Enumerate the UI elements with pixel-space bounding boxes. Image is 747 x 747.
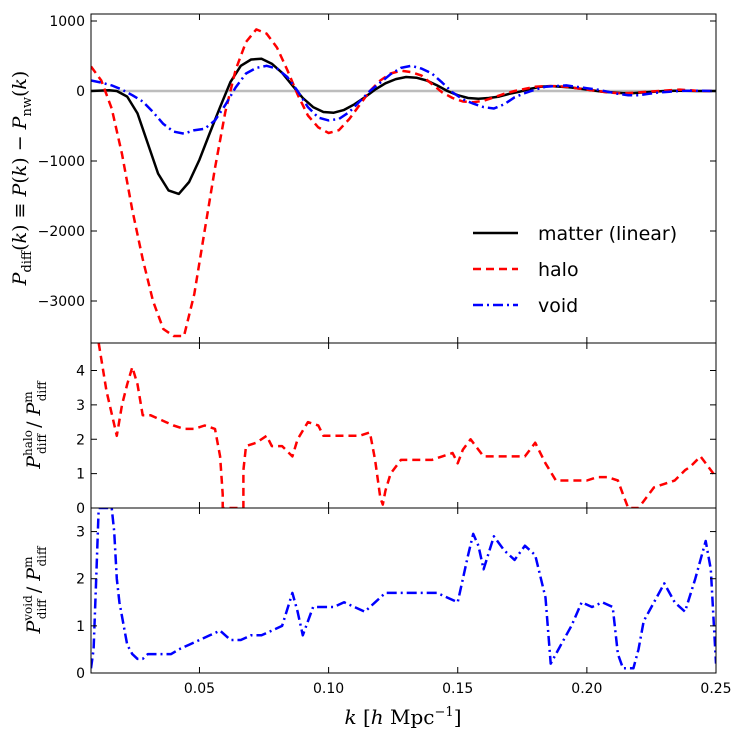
top-ylabel: Pdiff(k) ≡ P(k) − Pnw(k) [9,71,35,287]
y-tick-label: 0 [76,501,85,517]
series-line-halo-matter [97,343,716,508]
top-panel: 1000 0 −1000 −2000 −3000 Pdiff(k) ≡ P(k) − P… [9,13,717,344]
series-line-void [91,64,716,135]
y-tick-label: 3 [76,525,85,541]
y-tick-label: 1 [76,619,85,635]
x-tick-label: 0.20 [571,681,602,697]
y-tick-label: 2 [76,432,85,448]
bottom-panel-frame [90,507,717,674]
legend-label-void: void [538,295,578,317]
y-tick-label: 0 [76,84,85,100]
y-tick-label: 0 [76,666,85,682]
bottom-xlabel: k [h Mpc−1] [344,705,461,729]
middle-panel-frame [90,342,717,509]
y-tick-label: −3000 [38,294,85,310]
legend-label-halo: halo [538,259,579,281]
y-tick-label: 3 [76,398,85,414]
series-line-matter-linear [91,57,716,196]
legend: matter (linear) halo void [473,223,677,317]
middle-ylabel: Phalodiff / Pmdiff [21,380,49,470]
y-tick-label: −2000 [38,224,85,240]
middle-panel: 0 1 2 3 4 Phalodiff / Pmdiff [21,342,717,517]
y-tick-label: −1000 [38,154,85,170]
series-line-halo [91,28,716,338]
y-tick-label: 4 [76,364,85,380]
bottom-ylabel: Pvoiddiff / Pmdiff [21,545,49,635]
y-tick-label: 1000 [49,14,85,30]
x-tick-label: 0.05 [184,681,215,697]
legend-label-matter: matter (linear) [538,223,677,245]
y-tick-label: 2 [76,572,85,588]
bottom-panel: 0 1 2 3 0.05 0.10 0.15 0.20 0.25 Pvoiddiff / Pm… [21,507,732,729]
series-line-void-matter [91,508,716,670]
top-panel-frame [90,13,717,344]
x-tick-label: 0.10 [313,681,344,697]
x-tick-label: 0.15 [442,681,473,697]
y-tick-label: 1 [76,467,85,483]
x-tick-label: 0.25 [700,681,731,697]
